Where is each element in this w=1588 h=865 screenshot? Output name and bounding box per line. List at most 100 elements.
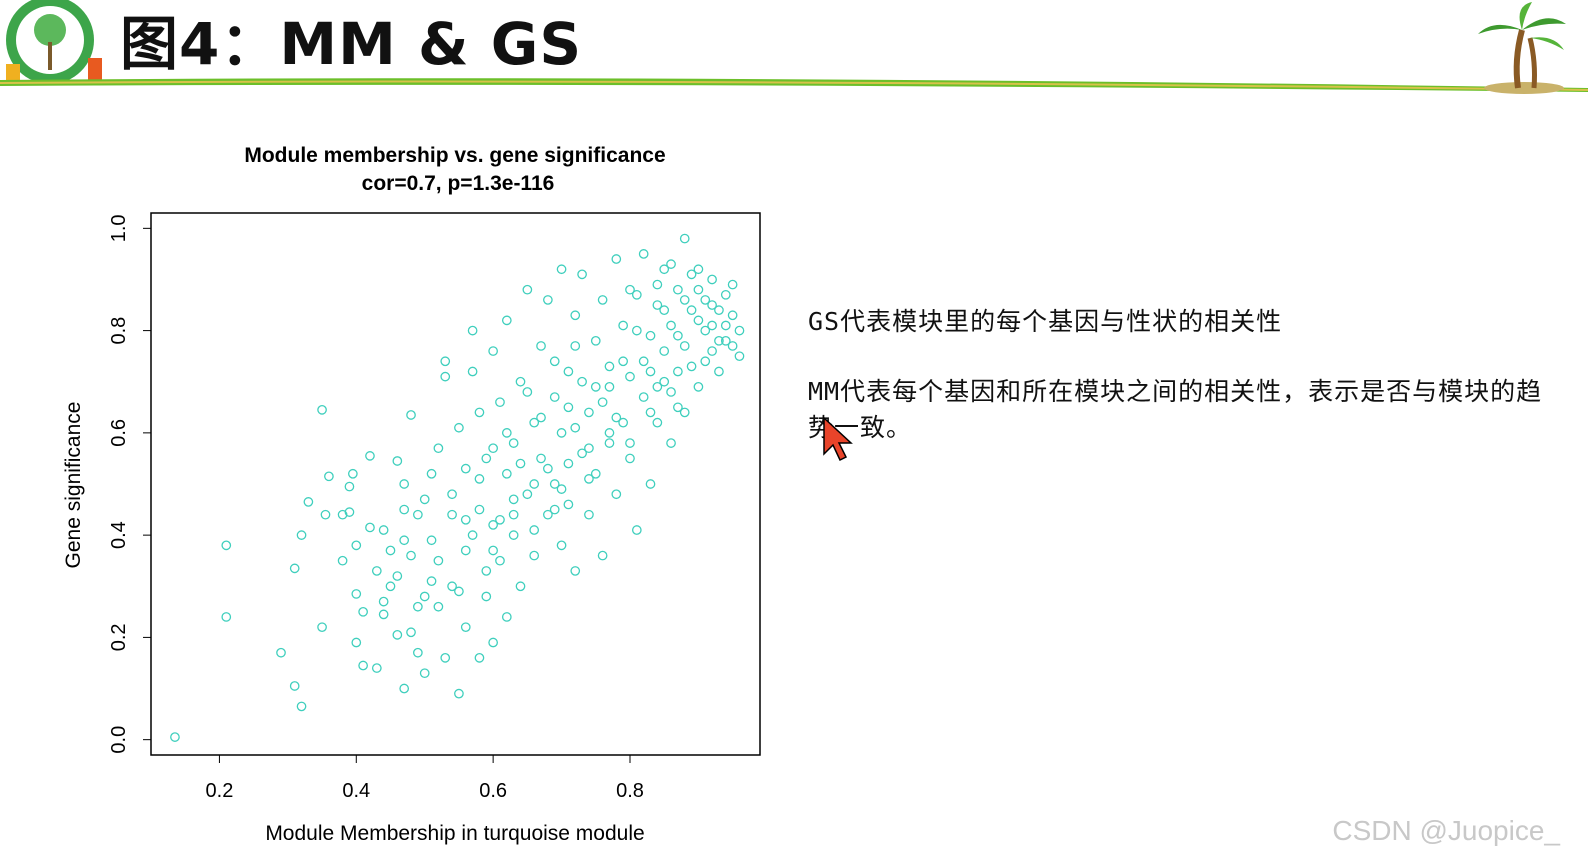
watermark: CSDN @Juopice_ (1332, 815, 1560, 846)
x-tick-label: 0.8 (616, 780, 644, 802)
data-point (645, 330, 656, 341)
data-point (289, 681, 300, 691)
data-point (577, 376, 587, 387)
data-point (474, 474, 485, 484)
data-point (351, 589, 362, 599)
data-point (707, 320, 717, 331)
data-point (515, 376, 526, 387)
data-point (556, 264, 567, 275)
data-point (454, 586, 464, 597)
data-point (577, 448, 587, 459)
data-point (625, 284, 635, 295)
data-point (515, 581, 526, 592)
chart-title: Module membership vs. gene significance (244, 144, 665, 167)
data-point (467, 325, 478, 336)
data-point (563, 499, 574, 510)
data-point (673, 330, 683, 341)
data-point (679, 407, 690, 418)
data-point (631, 525, 642, 535)
data-point (631, 289, 642, 300)
data-point (659, 376, 670, 387)
data-point (426, 576, 437, 587)
data-point (604, 428, 615, 438)
data-point (317, 622, 327, 633)
data-point (433, 443, 444, 454)
data-point (618, 320, 628, 331)
data-point (652, 279, 663, 290)
data-point (604, 381, 615, 392)
data-point (351, 637, 362, 648)
data-point (426, 468, 437, 479)
data-point (611, 254, 622, 264)
data-point (419, 494, 430, 505)
data-point (371, 566, 382, 576)
data-point (686, 305, 697, 316)
data-point (481, 591, 492, 602)
data-point (501, 315, 512, 326)
data-point (529, 417, 540, 428)
data-point (324, 471, 334, 482)
data-point (625, 453, 635, 464)
data-point (700, 356, 711, 367)
data-point (543, 463, 553, 474)
data-point (320, 509, 331, 520)
data-point (399, 683, 410, 694)
data-point (488, 443, 498, 454)
data-point (392, 456, 403, 466)
data-point (590, 335, 601, 346)
data-point (727, 310, 738, 321)
data-point (529, 525, 540, 535)
data-point (365, 522, 375, 533)
slide-header: 图4：MM & GS (0, 0, 1588, 100)
data-point (686, 269, 697, 280)
mouse-cursor-icon (823, 416, 853, 462)
data-point (460, 514, 471, 525)
y-axis-label: Gene significance (62, 402, 85, 569)
data-point (700, 325, 711, 336)
data-point (549, 479, 560, 489)
data-point (501, 612, 512, 622)
data-point (577, 269, 587, 280)
data-point (666, 320, 676, 331)
data-point (556, 428, 567, 438)
scatter-chart: Module membership vs. gene significance … (62, 144, 761, 845)
data-point (590, 468, 601, 479)
data-point (734, 351, 745, 362)
data-point (399, 504, 410, 515)
chart-subtitle: cor=0.7, p=1.3e-116 (362, 172, 555, 195)
data-point (707, 300, 717, 310)
data-point (714, 366, 724, 377)
data-point (734, 325, 745, 336)
y-tick-label: 0.2 (108, 623, 130, 651)
data-point (447, 581, 457, 592)
data-point (543, 509, 553, 520)
data-point (556, 484, 567, 494)
data-point (570, 310, 581, 321)
data-point (501, 428, 512, 438)
data-point (460, 622, 471, 633)
x-tick-label: 0.2 (206, 780, 234, 802)
data-point (467, 530, 478, 540)
data-point (659, 264, 670, 275)
data-point (618, 356, 628, 367)
data-point (392, 629, 403, 640)
data-point (348, 468, 358, 479)
data-point (700, 295, 711, 305)
data-point (447, 509, 457, 520)
data-point (563, 366, 574, 377)
data-point (625, 371, 635, 382)
data-point (371, 663, 382, 673)
data-point (481, 566, 492, 576)
data-point (460, 545, 471, 556)
x-axis-label: Module Membership in turquoise module (265, 822, 644, 845)
data-point (590, 381, 601, 392)
data-point (714, 335, 724, 346)
data-point (454, 422, 464, 433)
data-point (679, 341, 690, 351)
data-point (337, 509, 348, 520)
gs-description: GS代表模块里的每个基因与性状的相关性 (808, 307, 1283, 336)
data-point (467, 366, 478, 377)
data-point (495, 397, 505, 408)
data-point (303, 497, 314, 507)
data-point (289, 563, 300, 574)
